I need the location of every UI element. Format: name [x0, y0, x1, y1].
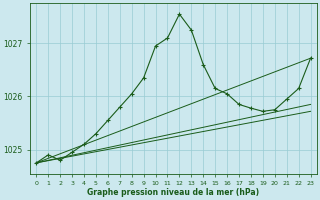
- X-axis label: Graphe pression niveau de la mer (hPa): Graphe pression niveau de la mer (hPa): [87, 188, 260, 197]
